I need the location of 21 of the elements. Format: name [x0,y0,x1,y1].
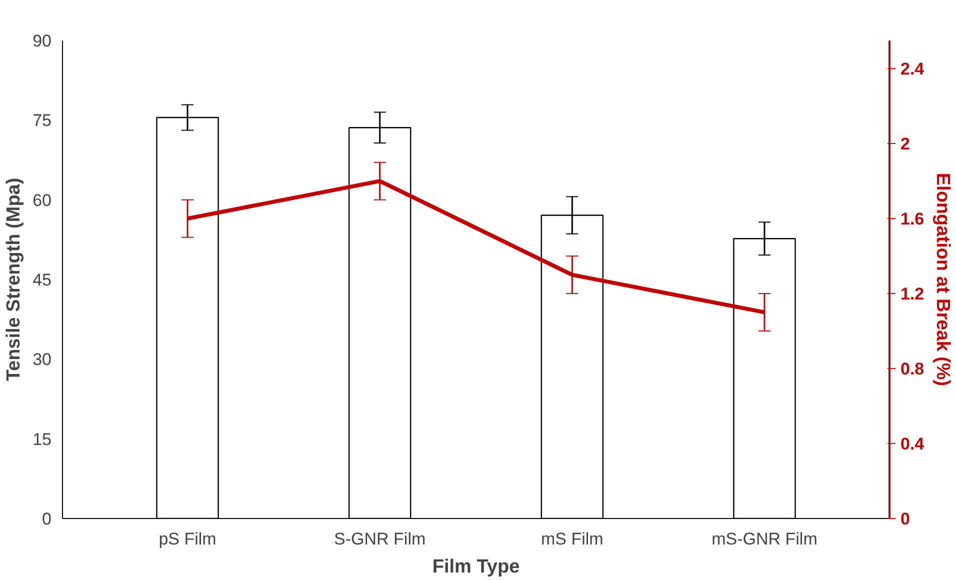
x-tick-label: pS Film [158,530,216,548]
y-tick-label: 30 [32,350,52,370]
x-tick-label: S-GNR Film [334,530,426,548]
y2-tick-label: 0 [900,510,910,528]
x-axis-title: Film Type [432,556,520,578]
y2-axis-title: Elongation at Break (%) [932,172,954,386]
y-tick-label: 75 [32,111,52,130]
x-tick-label: mS-GNR Film [712,530,818,548]
y-tick-label: 0 [42,510,52,528]
y2-tick-label: 0.4 [900,434,925,454]
y-tick-label: 60 [32,190,52,210]
y-axis-title: Tensile Strength (Mpa) [4,178,25,382]
y2-tick-label: 1.6 [900,210,924,229]
y-tick-label: 45 [32,270,52,290]
y2-tick-label: 2 [900,134,910,154]
x-tick-label: mS Film [541,530,604,548]
y2-tick-label: 2.4 [900,60,925,79]
y2-tick-label: 0.8 [900,360,924,379]
y-tick-label: 15 [32,430,52,449]
y-tick-label: 90 [32,32,52,50]
y2-tick-label: 1.2 [900,284,924,304]
